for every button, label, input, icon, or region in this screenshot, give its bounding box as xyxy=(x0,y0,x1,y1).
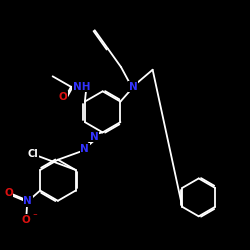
Text: O: O xyxy=(59,92,68,102)
Text: O: O xyxy=(4,188,13,198)
Text: NH: NH xyxy=(73,82,90,92)
Text: Cl: Cl xyxy=(28,149,38,159)
Text: N: N xyxy=(90,132,98,142)
Text: N: N xyxy=(128,82,137,92)
Text: ⁻: ⁻ xyxy=(32,212,37,221)
Text: N: N xyxy=(80,144,89,154)
Text: O: O xyxy=(22,215,31,225)
Text: N: N xyxy=(23,196,32,206)
